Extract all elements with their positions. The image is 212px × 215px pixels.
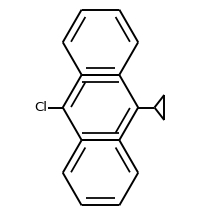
Text: Cl: Cl <box>34 101 47 114</box>
